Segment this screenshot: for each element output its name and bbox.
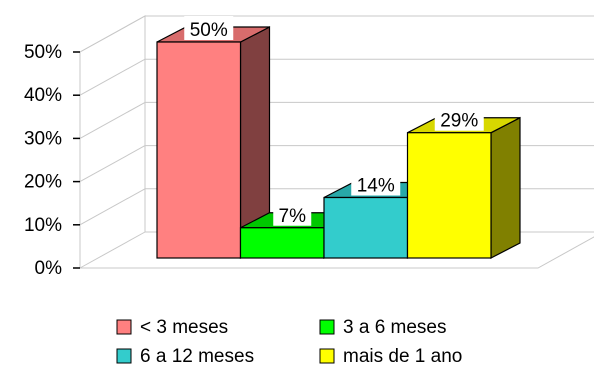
data-labels: 50% 7% 14% 29% <box>184 16 484 227</box>
gridline-diag <box>79 58 146 96</box>
data-label-text: 50% <box>190 20 228 41</box>
data-label-background <box>351 171 401 196</box>
y-tick-label: 20% <box>24 172 62 193</box>
gridline-diag <box>79 145 146 183</box>
data-label: 50% <box>184 16 234 41</box>
bar-front-face <box>156 41 242 259</box>
data-label-background <box>434 106 484 131</box>
y-tick-label: 30% <box>24 128 62 149</box>
back-left-wall <box>79 15 146 268</box>
legend-swatch <box>116 348 132 364</box>
legend-label: mais de 1 ano <box>343 346 462 365</box>
bar-side-face <box>490 116 521 259</box>
legend-entry: 6 a 12 meses <box>116 346 254 365</box>
legend: < 3 meses 3 a 6 meses 6 a 12 meses mais de … <box>116 317 462 365</box>
legend-label: 3 a 6 meses <box>343 317 447 338</box>
data-label-text: 14% <box>357 176 395 197</box>
data-label-background <box>184 16 234 40</box>
gridline-diag <box>79 231 146 269</box>
data-label-text: 7% <box>279 206 307 227</box>
y-tick-label: 50% <box>24 42 62 63</box>
legend-label: < 3 meses <box>140 317 228 338</box>
data-label: 7% <box>273 201 312 227</box>
y-axis-tick-labels: 0% 10% 20% 30% 40% 50% <box>24 42 62 279</box>
legend-entry: 3 a 6 meses <box>319 317 447 338</box>
legend-entry: mais de 1 ano <box>319 346 462 365</box>
data-label-background <box>273 201 312 226</box>
data-label: 29% <box>434 106 484 132</box>
data-label: 14% <box>351 171 401 197</box>
y-tick-label: 10% <box>24 215 62 236</box>
bars <box>156 26 521 259</box>
legend-swatch <box>319 319 335 335</box>
bar-front-face <box>323 196 409 259</box>
legend-label: 6 a 12 meses <box>140 346 254 365</box>
bar-front-face <box>239 227 325 259</box>
bar <box>406 116 521 259</box>
gridline-diag <box>79 188 146 226</box>
y-tick-label: 40% <box>24 85 62 106</box>
bar-front-face <box>406 132 492 259</box>
data-label-text: 29% <box>440 111 478 132</box>
gridline-diag <box>79 101 146 139</box>
gridline-diag <box>79 15 146 53</box>
legend-swatch <box>319 348 335 364</box>
legend-entry: < 3 meses <box>116 317 228 338</box>
legend-swatch <box>116 319 132 335</box>
y-tick-label: 0% <box>35 258 63 279</box>
